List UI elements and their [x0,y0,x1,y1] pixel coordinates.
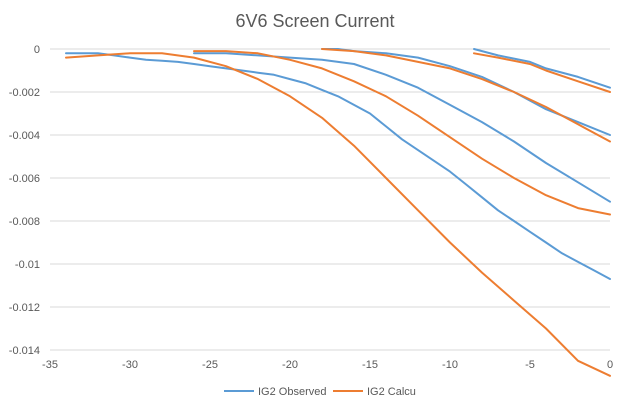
ig2-calcu-curve-4 [473,52,611,93]
y-tick-label: -0.012 [9,302,40,314]
y-tick-label: 0 [34,44,40,56]
x-tick-label: -30 [122,359,138,371]
x-tick-label: -20 [282,359,298,371]
series-lines [65,48,611,377]
legend-label-ig2-calcu: IG2 Calcu [367,386,416,398]
x-tick-label: 0 [607,359,613,371]
gridlines [50,48,610,351]
y-tick-label: -0.006 [9,173,40,185]
ig2-observed-curve-1 [65,52,611,280]
y-tick-label: -0.008 [9,216,40,228]
axes: 0 -0.002 -0.004 -0.006 -0.008 -0.01 -0.012 -0.0… [9,44,613,371]
x-tick-label: -25 [202,359,218,371]
y-tick-label: -0.014 [9,345,40,357]
chart-title: 6V6 Screen Current [235,11,394,31]
y-tick-label: -0.004 [9,130,40,142]
ig2-calcu-curve-3 [321,48,611,143]
legend: IG2 Observed IG2 Calcu [224,386,416,398]
ig2-calcu-curve-1 [65,52,611,377]
ig2-observed-curve-2 [193,52,611,203]
x-tick-label: -35 [42,359,58,371]
x-tick-label: -5 [525,359,535,371]
x-tick-label: -10 [442,359,458,371]
y-tick-label: -0.01 [15,259,40,271]
y-tick-label: -0.002 [9,87,40,99]
ig2-observed-curve-4 [473,48,611,89]
legend-label-ig2-observed: IG2 Observed [258,386,326,398]
x-tick-label: -15 [362,359,378,371]
ig2-calcu-curve-2 [193,50,611,216]
